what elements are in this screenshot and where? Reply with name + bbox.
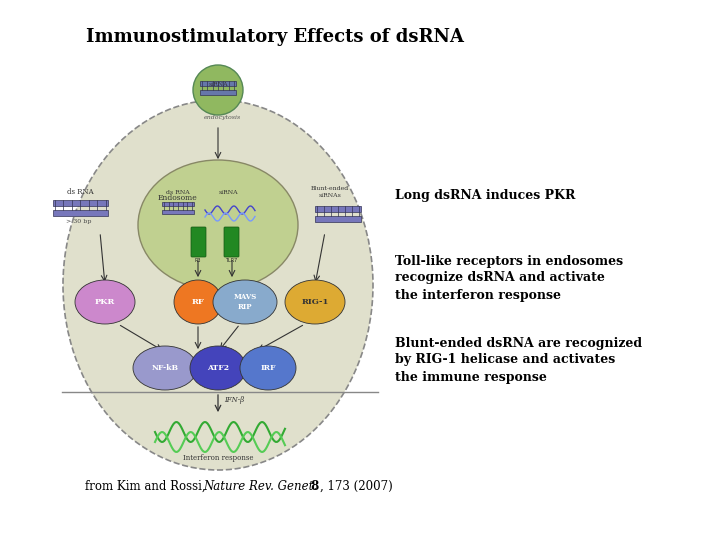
Text: endocytosis: endocytosis <box>203 115 240 120</box>
Text: from Kim and Rossi,: from Kim and Rossi, <box>85 480 210 492</box>
Ellipse shape <box>240 346 296 390</box>
Text: siRNA: siRNA <box>208 83 228 87</box>
Text: NF-kB: NF-kB <box>151 364 179 372</box>
Bar <box>315 216 361 221</box>
Text: ds RNA: ds RNA <box>166 190 190 194</box>
Text: Endosome: Endosome <box>158 194 198 202</box>
Text: MAVS
RIP: MAVS RIP <box>233 293 256 310</box>
Text: Toll-like receptors in endosomes
recognize dsRNA and activate
the interferon res: Toll-like receptors in endosomes recogni… <box>395 254 623 301</box>
Ellipse shape <box>213 280 277 324</box>
Ellipse shape <box>174 280 222 324</box>
Text: ds RNA: ds RNA <box>67 188 94 196</box>
Text: RIG-1: RIG-1 <box>301 298 329 306</box>
Text: PKR: PKR <box>95 298 115 306</box>
Bar <box>162 201 194 206</box>
Bar <box>200 81 236 86</box>
Text: Long dsRNA induces PKR: Long dsRNA induces PKR <box>395 188 575 201</box>
Text: 8: 8 <box>307 480 319 492</box>
Text: Immunostimulatory Effects of dsRNA: Immunostimulatory Effects of dsRNA <box>86 28 464 46</box>
Text: ATF2: ATF2 <box>207 364 229 372</box>
Ellipse shape <box>63 100 373 470</box>
Text: IRF: IRF <box>260 364 276 372</box>
Text: Blunt-ended dsRNA are recognized
by RIG-1 helicase and activates
the immune resp: Blunt-ended dsRNA are recognized by RIG-… <box>395 336 642 383</box>
Bar <box>200 90 236 95</box>
Text: > 30 bp: > 30 bp <box>66 219 91 225</box>
Text: RF: RF <box>192 298 204 306</box>
Ellipse shape <box>75 280 135 324</box>
Bar <box>53 210 107 215</box>
Ellipse shape <box>133 346 197 390</box>
Ellipse shape <box>138 160 298 290</box>
Ellipse shape <box>190 346 246 390</box>
Text: Blunt-ended
siRNAs: Blunt-ended siRNAs <box>311 186 349 198</box>
Circle shape <box>193 65 243 115</box>
Text: siRNA: siRNA <box>218 190 238 194</box>
Text: R3: R3 <box>194 258 202 263</box>
Text: TLR7: TLR7 <box>225 258 237 263</box>
Bar <box>315 206 361 212</box>
Text: , 173 (2007): , 173 (2007) <box>320 480 392 492</box>
Bar <box>162 210 194 214</box>
Bar <box>53 200 107 206</box>
FancyBboxPatch shape <box>191 227 206 257</box>
Text: Interferon response: Interferon response <box>183 454 253 462</box>
Ellipse shape <box>285 280 345 324</box>
Text: Nature Rev. Genet.: Nature Rev. Genet. <box>203 480 317 492</box>
FancyBboxPatch shape <box>224 227 239 257</box>
Text: IFN-β: IFN-β <box>224 396 244 404</box>
